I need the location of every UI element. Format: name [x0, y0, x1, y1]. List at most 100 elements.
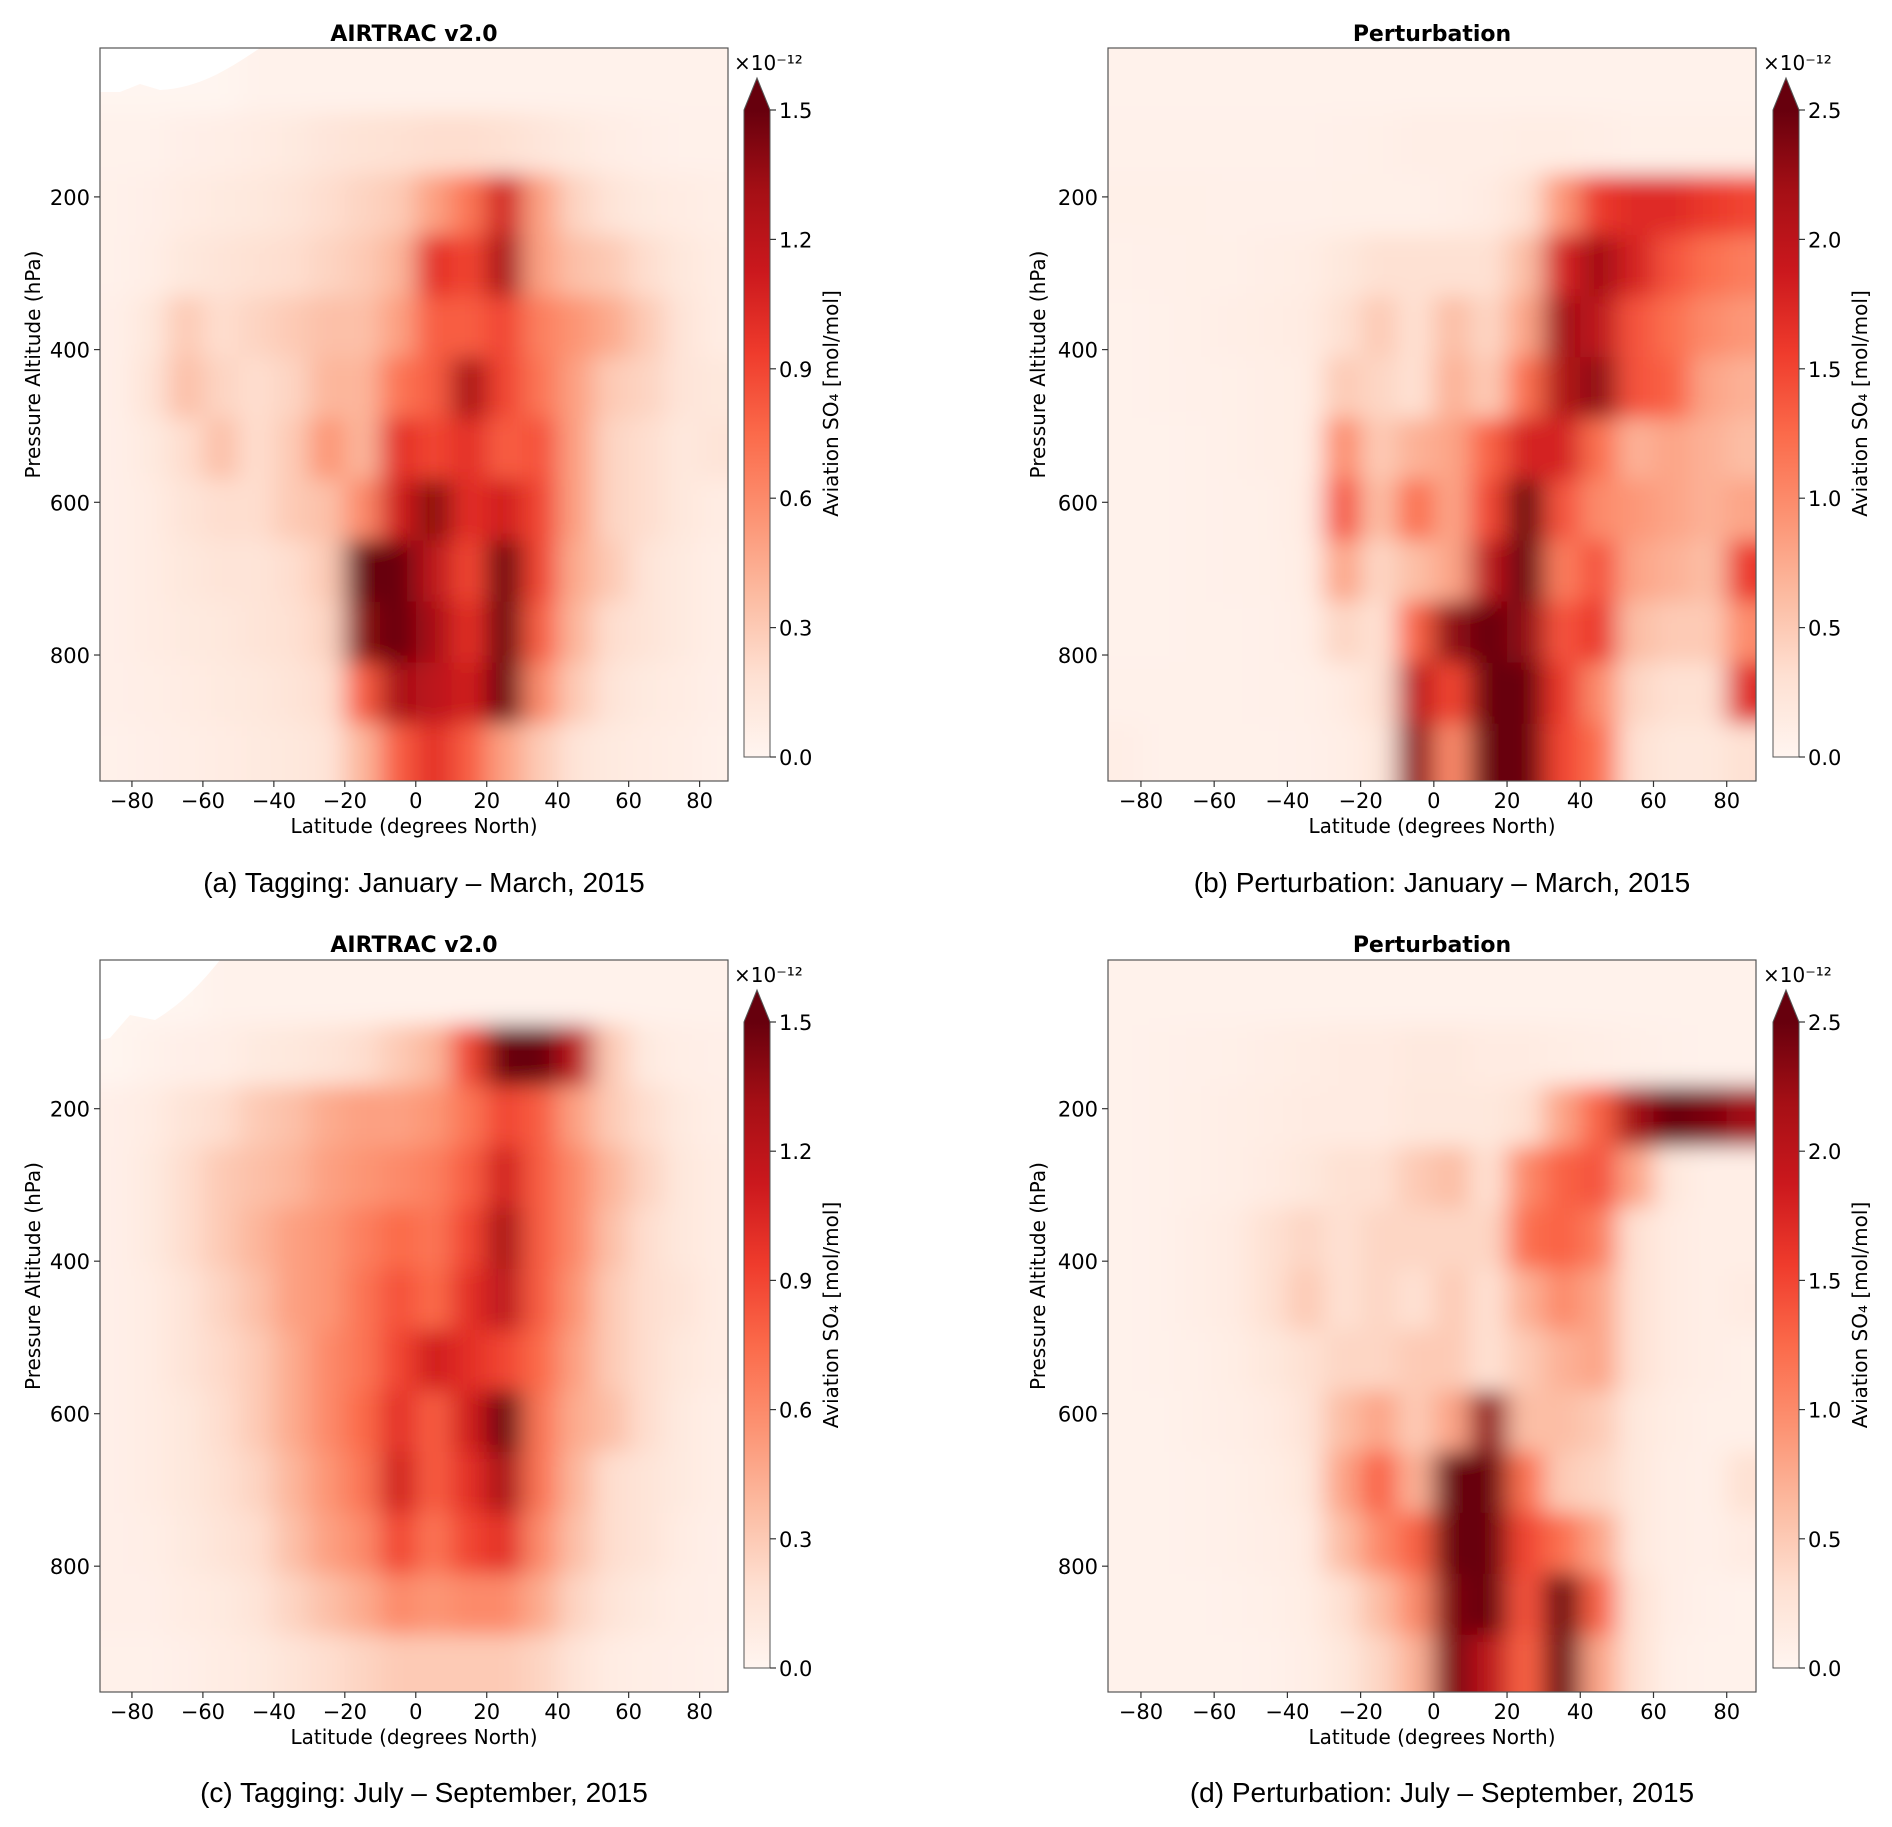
heatmap-cell	[1580, 1329, 1618, 1392]
heatmap-cell	[1726, 960, 1756, 1026]
heatmap-cell	[1177, 1329, 1215, 1392]
heatmap-cell	[380, 1085, 417, 1148]
heatmap-cell	[1287, 174, 1325, 236]
heatmap-cell	[100, 235, 133, 297]
heatmap-cell	[167, 1268, 204, 1331]
heatmap-cell	[1177, 235, 1215, 297]
heatmap-cell	[1250, 1451, 1288, 1514]
heatmap-cell	[486, 662, 523, 725]
heatmap-cell	[1726, 1573, 1756, 1636]
heatmap-cell	[1507, 723, 1545, 781]
heatmap-cell	[131, 1512, 168, 1575]
heatmap-cell	[1580, 48, 1618, 114]
heatmap-cell	[1214, 418, 1252, 480]
heatmap-cell	[380, 48, 417, 114]
heatmap-cell	[1214, 235, 1252, 297]
colorbar-tick-label: 0.6	[779, 487, 812, 511]
heatmap-cell	[1580, 235, 1618, 297]
heatmap-cell	[1250, 357, 1288, 419]
heatmap-cell	[1616, 662, 1655, 725]
heatmap-cell	[1108, 1634, 1142, 1692]
colorbar-offset-text: ×10⁻¹²	[1763, 963, 1832, 987]
heatmap-cell	[1397, 48, 1435, 114]
colorbar-tick-label: 0.6	[779, 1399, 812, 1423]
y-axis-label: Pressure Altitude (hPa)	[1026, 1162, 1050, 1390]
heatmap-cell	[1177, 1573, 1215, 1636]
heatmap-cell	[1214, 48, 1252, 114]
x-tick-label: 60	[1640, 789, 1667, 813]
heatmap-cell	[273, 1268, 310, 1331]
heatmap-cell	[1470, 1512, 1508, 1575]
heatmap-cell	[664, 235, 701, 297]
heatmap-cell	[309, 540, 346, 603]
heatmap-cell	[664, 418, 701, 480]
heatmap-cell	[1543, 1146, 1581, 1209]
heatmap-cell	[557, 1207, 594, 1270]
colorbar-label: Aviation SO₄ [mol/mol]	[1848, 1202, 1872, 1429]
heatmap-cell	[273, 1390, 310, 1453]
heatmap-cell	[1214, 662, 1252, 725]
x-tick-label: −20	[1338, 1700, 1382, 1724]
heatmap-cell	[1250, 1390, 1288, 1453]
heatmap-cell	[1470, 1146, 1508, 1209]
heatmap-cell	[1250, 1329, 1288, 1392]
panel-caption: (a) Tagging: January – March, 2015	[203, 867, 645, 898]
heatmap-cell	[1616, 296, 1655, 358]
heatmap-cell	[1324, 662, 1362, 725]
heatmap-cell	[628, 235, 665, 297]
heatmap-cell	[309, 1451, 346, 1514]
heatmap-cell	[1214, 1207, 1252, 1270]
heatmap-cell	[1616, 601, 1655, 664]
heatmap-cell	[1616, 112, 1655, 175]
heatmap-cell	[415, 357, 452, 419]
heatmap-cell	[1397, 723, 1435, 781]
x-tick-label: 40	[1567, 1700, 1594, 1724]
heatmap-cell	[1616, 1024, 1655, 1087]
heatmap-cell	[309, 479, 346, 542]
heatmap-cell	[699, 540, 728, 603]
heatmap-cell	[100, 1329, 133, 1392]
heatmap-cell	[1470, 296, 1508, 358]
heatmap-cell	[1580, 357, 1618, 419]
x-axis-label: Latitude (degrees North)	[290, 1725, 537, 1749]
heatmap-cell	[1726, 235, 1756, 297]
heatmap-cell	[1507, 48, 1545, 114]
heatmap-cell	[167, 601, 204, 664]
heatmap-cell	[344, 1329, 381, 1392]
heatmap-cell	[167, 540, 204, 603]
heatmap-cell	[380, 479, 417, 542]
heatmap-cell	[309, 296, 346, 358]
heatmap	[1108, 960, 1756, 1692]
colorbar-tick-label: 1.0	[1808, 487, 1841, 511]
panel-a: AIRTRAC v2.0 −80 −60 −40 −20 0 20 40 60 80 Latitud…	[21, 22, 843, 898]
heatmap-cell	[664, 1634, 701, 1692]
heatmap-cell	[1214, 601, 1252, 664]
heatmap-cell	[380, 235, 417, 297]
heatmap-cell	[1580, 174, 1618, 236]
heatmap-cell	[1140, 418, 1179, 480]
heatmap-cell	[699, 601, 728, 664]
panel-title: Perturbation	[1353, 933, 1511, 958]
heatmap-cell	[486, 1512, 523, 1575]
heatmap-cell	[1433, 1329, 1471, 1392]
heatmap-cell	[1543, 357, 1581, 419]
heatmap-cell	[238, 1451, 275, 1514]
heatmap-cell	[486, 357, 523, 419]
heatmap-cell	[593, 960, 630, 1026]
heatmap-cell	[1140, 112, 1179, 175]
heatmap-cell	[1397, 418, 1435, 480]
panel-caption: (b) Perturbation: January – March, 2015	[1194, 867, 1690, 898]
heatmap-cell	[273, 174, 310, 236]
heatmap-cell	[557, 1451, 594, 1514]
heatmap-cell	[202, 1573, 239, 1636]
heatmap-cell	[202, 1329, 239, 1392]
heatmap-cell	[1470, 1573, 1508, 1636]
heatmap-cell	[309, 1634, 346, 1692]
heatmap-cell	[451, 1512, 488, 1575]
heatmap-cell	[1580, 1268, 1618, 1331]
heatmap-cell	[1250, 479, 1288, 542]
heatmap-cell	[1108, 1451, 1142, 1514]
heatmap-cell	[1324, 601, 1362, 664]
heatmap-cell	[1580, 960, 1618, 1026]
heatmap-cell	[593, 1268, 630, 1331]
